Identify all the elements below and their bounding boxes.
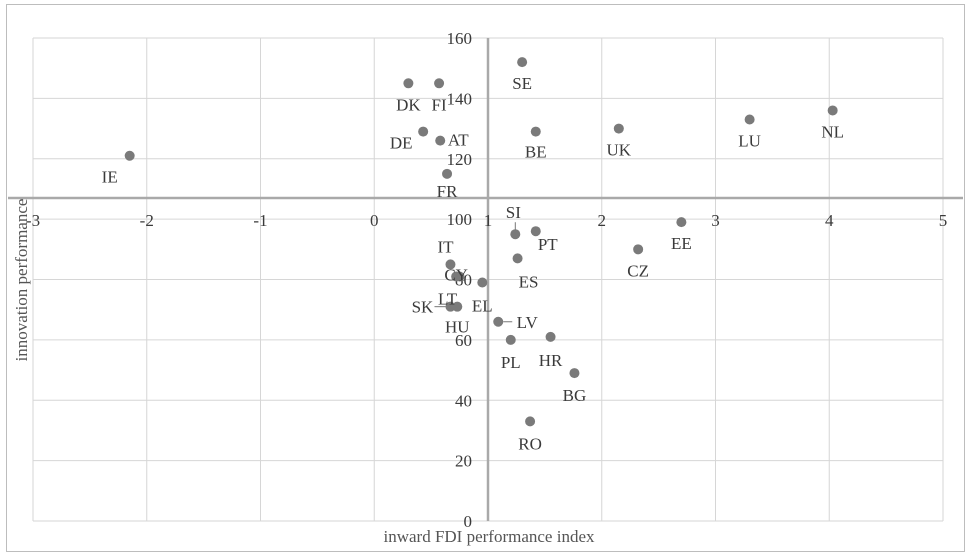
data-point-hr [545, 331, 556, 342]
y-tick-label: 60 [455, 331, 472, 350]
point-label-se: SE [512, 74, 532, 93]
data-point-cz [633, 244, 644, 255]
data-point-lt [454, 271, 465, 282]
data-point-at [435, 135, 446, 146]
point-label-dk: DK [396, 95, 421, 114]
point-label-it: IT [437, 237, 454, 256]
data-point-lv [493, 316, 504, 327]
data-point-bg [569, 368, 580, 379]
data-point-de [418, 126, 429, 137]
axes [8, 38, 963, 521]
data-point-se [517, 57, 528, 68]
point-label-lv: LV [517, 313, 539, 332]
point-label-at: AT [448, 131, 469, 150]
point-label-hu: HU [445, 318, 470, 337]
data-point-ro [525, 416, 536, 427]
y-tick-label: 140 [447, 89, 473, 108]
data-point-lu [744, 114, 755, 125]
point-label-ie: IE [102, 168, 118, 187]
data-point-ee [676, 217, 687, 228]
x-axis-title: inward FDI performance index [383, 527, 595, 546]
point-label-si: SI [506, 203, 521, 222]
x-tick-label: -2 [140, 211, 154, 230]
y-tick-label: 20 [455, 452, 472, 471]
point-label-ro: RO [518, 434, 542, 453]
x-tick-label: 0 [370, 211, 379, 230]
point-label-bg: BG [563, 386, 587, 405]
point-label-nl: NL [821, 122, 844, 141]
point-label-el: EL [472, 297, 493, 316]
point-label-sk: SK [412, 298, 434, 317]
x-tick-label: 1 [484, 211, 493, 230]
point-label-hr: HR [539, 351, 563, 370]
x-tick-label: 2 [598, 211, 607, 230]
data-point-fr [442, 168, 453, 179]
point-label-be: BE [525, 143, 547, 162]
data-point-el [477, 277, 488, 288]
x-tick-label: 5 [939, 211, 948, 230]
x-tick-label: 3 [711, 211, 720, 230]
point-label-uk: UK [607, 141, 632, 160]
y-tick-label: 120 [447, 150, 473, 169]
point-label-lt: LT [438, 289, 458, 308]
data-point-hu [452, 301, 463, 312]
point-label-fr: FR [437, 182, 458, 201]
point-label-ee: EE [671, 234, 692, 253]
data-point-si [510, 229, 521, 240]
y-axis-title: innovation performance [12, 199, 31, 362]
point-label-pt: PT [538, 235, 558, 254]
data-point-pl [505, 334, 516, 345]
y-tick-label: 0 [464, 512, 473, 531]
point-label-cy: CY [444, 265, 468, 284]
data-point-pt [530, 226, 541, 237]
point-label-cz: CZ [627, 261, 649, 280]
x-tick-label: 4 [825, 211, 834, 230]
data-point-ie [124, 150, 135, 161]
point-label-es: ES [519, 272, 539, 291]
x-tick-label: -3 [26, 211, 40, 230]
data-point-uk [613, 123, 624, 134]
data-point-be [530, 126, 541, 137]
data-points [124, 57, 838, 427]
point-label-fi: FI [432, 95, 447, 114]
point-label-pl: PL [501, 353, 521, 372]
point-label-lu: LU [738, 132, 761, 151]
y-tick-label: 160 [447, 29, 473, 48]
data-point-nl [827, 105, 838, 116]
data-point-es [512, 253, 523, 264]
data-point-dk [403, 78, 414, 89]
x-tick-label: -1 [253, 211, 267, 230]
data-point-it [445, 259, 456, 270]
y-tick-label: 100 [447, 210, 473, 229]
point-label-de: DE [390, 134, 413, 153]
data-point-fi [434, 78, 445, 89]
y-tick-label: 40 [455, 391, 472, 410]
